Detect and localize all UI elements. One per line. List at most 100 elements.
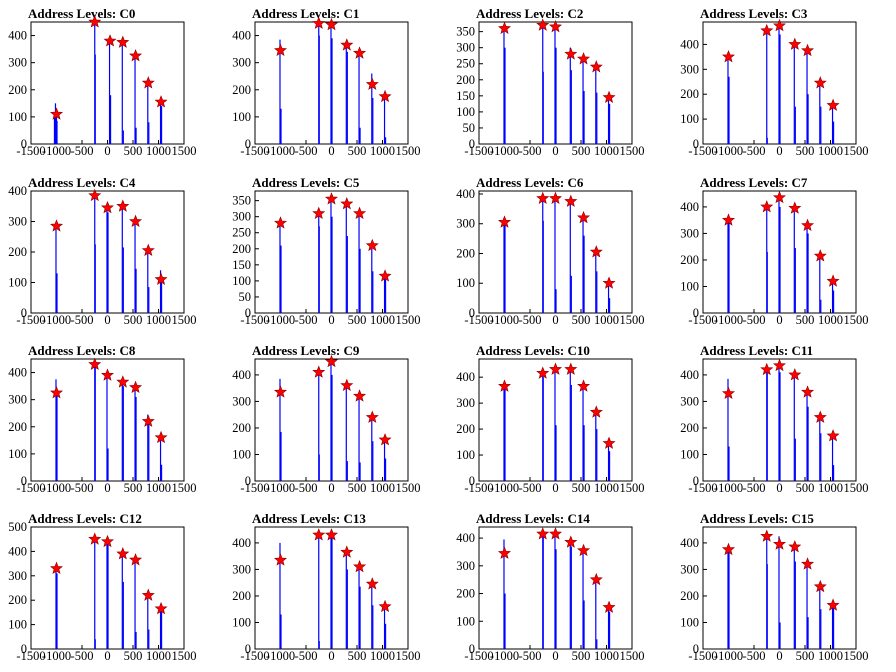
peak-star-marker: [325, 17, 338, 31]
peak-star-marker: [88, 532, 102, 545]
x-tick-label: 500: [572, 313, 591, 327]
peak-star-marker: [129, 380, 143, 393]
peak-star-marker: [826, 274, 840, 287]
y-tick-label: 0: [21, 137, 27, 151]
peak-star-marker: [312, 528, 326, 541]
peak-star-marker: [564, 535, 578, 548]
x-tick-label: -500: [71, 313, 94, 327]
y-tick-label: 250: [232, 226, 251, 240]
peak-star-marker: [760, 362, 774, 376]
y-tick-label: 0: [21, 306, 27, 320]
subplot-8: Address Levels: C8 0 100 200 300 400 -1500-100…: [8, 343, 196, 495]
y-tick-label: 400: [8, 184, 27, 198]
x-tick-label: -1000: [490, 481, 519, 495]
x-tick-label: 500: [348, 144, 367, 158]
y-tick-label: 0: [21, 474, 27, 488]
peak-star-marker: [589, 60, 603, 73]
y-tick-label: 300: [232, 394, 251, 408]
x-tick-label: 1500: [172, 144, 197, 158]
y-tick-label: 200: [232, 589, 251, 603]
peak-star-marker: [353, 206, 367, 219]
peak-star-marker: [340, 545, 354, 558]
subplot-title: Address Levels: C7: [700, 175, 808, 190]
x-tick-label: -1500: [16, 481, 45, 495]
x-tick-label: 0: [104, 649, 110, 663]
subplot-title: Address Levels: C12: [28, 511, 142, 526]
y-tick-label: 200: [232, 242, 251, 256]
y-tick-label: 100: [232, 110, 251, 124]
x-tick-label: 0: [328, 313, 334, 327]
y-tick-label: 100: [456, 614, 475, 628]
x-tick-label: -1000: [266, 313, 295, 327]
peak-star-marker: [589, 245, 603, 258]
peak-star-marker: [773, 537, 786, 550]
peak-star-marker: [312, 365, 326, 378]
subplot-6: Address Levels: C6 0 100 200 300 400 -1500-100…: [456, 175, 644, 327]
x-tick-label: -1000: [42, 313, 71, 327]
x-tick-label: 0: [104, 313, 110, 327]
subplot-0: Address Levels: C0 0 100 200 300 400 -1500-100…: [8, 6, 196, 158]
y-tick-label: 300: [456, 41, 475, 55]
x-tick-label: 1000: [146, 649, 171, 663]
x-tick-label: 500: [796, 313, 815, 327]
x-tick-label: -1500: [16, 313, 45, 327]
y-tick-label: 100: [8, 276, 27, 290]
y-tick-label: 300: [232, 562, 251, 576]
y-tick-label: 350: [232, 194, 251, 208]
y-tick-label: 0: [693, 642, 699, 656]
y-tick-label: 100: [680, 279, 699, 293]
peak-star-marker: [116, 35, 130, 48]
x-tick-label: 1000: [146, 313, 171, 327]
peak-star-marker: [340, 197, 354, 210]
x-tick-label: 500: [348, 313, 367, 327]
peak-star-marker: [722, 50, 735, 63]
y-tick-label: 200: [680, 589, 699, 603]
peak-star-marker: [536, 366, 550, 379]
x-tick-label: 0: [104, 481, 110, 495]
x-tick-label: 1500: [620, 313, 645, 327]
y-tick-label: 400: [680, 536, 699, 550]
x-tick-label: -500: [295, 144, 318, 158]
y-tick-label: 400: [680, 37, 699, 51]
x-tick-label: 0: [104, 144, 110, 158]
subplot-title: Address Levels: C1: [252, 6, 359, 21]
x-tick-label: 500: [796, 481, 815, 495]
y-tick-label: 400: [8, 366, 27, 380]
x-tick-label: -500: [519, 649, 542, 663]
x-tick-label: 1500: [396, 313, 421, 327]
x-tick-label: -1000: [490, 313, 519, 327]
peak-star-marker: [50, 561, 63, 574]
subplot-title: Address Levels: C3: [700, 6, 808, 21]
y-tick-label: 50: [463, 121, 476, 135]
y-tick-label: 200: [456, 246, 475, 260]
subplot-13: Address Levels: C13 0 100 200 300 400 -1500-10…: [232, 511, 420, 663]
y-tick-label: 300: [8, 393, 27, 407]
peak-star-marker: [129, 553, 143, 566]
subplot-15: Address Levels: C15 0 100 200 300 400 -1500-10…: [680, 511, 868, 663]
y-tick-label: 300: [680, 394, 699, 408]
peak-star-marker: [50, 107, 63, 120]
x-tick-label: 0: [552, 313, 558, 327]
x-tick-label: -1000: [714, 144, 743, 158]
x-tick-label: 500: [124, 313, 143, 327]
subplot-11: Address Levels: C11 0 100 200 300 400 -1500-10…: [680, 343, 868, 495]
x-tick-label: -500: [519, 481, 542, 495]
x-tick-label: 1000: [594, 481, 619, 495]
x-tick-label: 1000: [818, 144, 843, 158]
y-tick-label: 300: [680, 226, 699, 240]
x-tick-label: -500: [71, 144, 94, 158]
peak-star-marker: [101, 200, 114, 214]
x-tick-label: -1500: [240, 313, 269, 327]
x-tick-label: 1000: [370, 313, 395, 327]
peak-star-marker: [577, 210, 591, 224]
x-tick-label: 1000: [594, 649, 619, 663]
x-tick-label: -500: [743, 649, 766, 663]
x-tick-label: 1500: [844, 313, 869, 327]
x-tick-label: 0: [552, 481, 558, 495]
subplot-title: Address Levels: C2: [476, 6, 583, 21]
peak-star-marker: [365, 238, 379, 252]
x-tick-label: 500: [572, 481, 591, 495]
peak-star-marker: [602, 600, 616, 613]
peak-star-marker: [577, 379, 591, 392]
